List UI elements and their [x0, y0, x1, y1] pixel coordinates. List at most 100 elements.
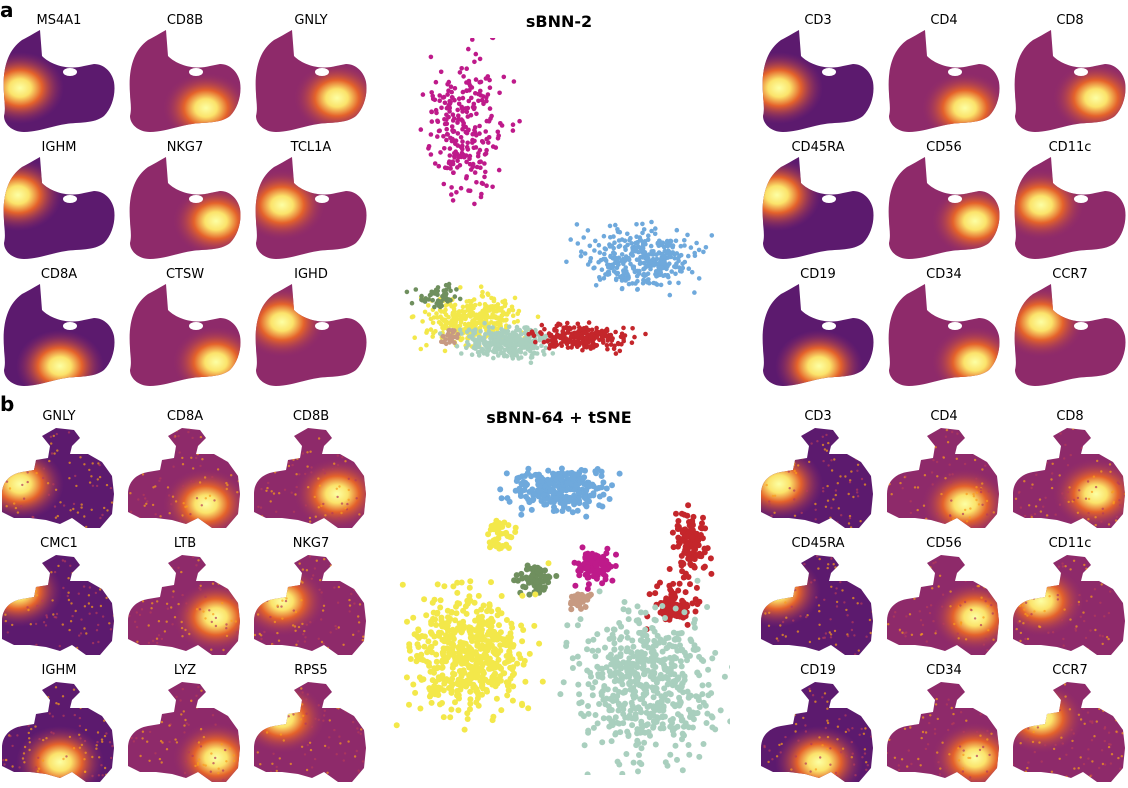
marker-map-cd56: CD56 [885, 141, 1003, 265]
marker-label: CTSW [126, 268, 244, 282]
marker-label: LTB [126, 537, 244, 551]
marker-label: CD4 [885, 410, 1003, 424]
marker-map-gnly: GNLY [0, 410, 118, 534]
marker-label: CD3 [759, 14, 877, 28]
marker-expression-map [1011, 424, 1128, 534]
marker-label: IGHM [0, 141, 118, 155]
marker-expression-map [126, 28, 244, 138]
marker-label: MS4A1 [0, 14, 118, 28]
marker-label: CCR7 [1011, 268, 1128, 282]
marker-label: GNLY [252, 14, 370, 28]
marker-label: CD11c [1011, 537, 1128, 551]
marker-map-cd8: CD8 [1011, 14, 1128, 138]
marker-label: CD11c [1011, 141, 1128, 155]
marker-label: CMC1 [0, 537, 118, 551]
marker-map-cd8: CD8 [1011, 410, 1128, 534]
marker-expression-map [759, 551, 877, 661]
marker-map-ctsw: CTSW [126, 268, 244, 392]
cluster-magenta [572, 544, 620, 592]
marker-expression-map [759, 28, 877, 138]
cluster-blue [564, 220, 714, 298]
marker-map-cd8a: CD8A [126, 410, 244, 534]
marker-expression-map [252, 28, 370, 138]
cluster-tan [568, 591, 594, 612]
marker-expression-map [0, 551, 118, 661]
marker-expression-map [126, 678, 244, 788]
marker-map-cd8b: CD8B [126, 14, 244, 138]
marker-label: GNLY [0, 410, 118, 424]
marker-expression-map [0, 424, 118, 534]
marker-label: LYZ [126, 664, 244, 678]
marker-label: CD8A [126, 410, 244, 424]
marker-label: CD56 [885, 141, 1003, 155]
marker-map-ccr7: CCR7 [1011, 664, 1128, 788]
marker-expression-map [252, 155, 370, 265]
panel-a-embedding-scatter [390, 38, 730, 378]
marker-map-ighm: IGHM [0, 664, 118, 788]
marker-map-cd11c: CD11c [1011, 537, 1128, 661]
marker-expression-map [252, 678, 370, 788]
marker-label: CD8 [1011, 14, 1128, 28]
marker-expression-map [759, 678, 877, 788]
marker-map-cd11c: CD11c [1011, 141, 1128, 265]
marker-label: CD34 [885, 268, 1003, 282]
marker-map-nkg7: NKG7 [252, 537, 370, 661]
marker-label: CD45RA [759, 141, 877, 155]
marker-expression-map [1011, 282, 1128, 392]
marker-label: IGHD [252, 268, 370, 282]
marker-map-cd8b: CD8B [252, 410, 370, 534]
marker-map-gnly: GNLY [252, 14, 370, 138]
marker-expression-map [885, 678, 1003, 788]
marker-expression-map [252, 282, 370, 392]
marker-map-cd4: CD4 [885, 410, 1003, 534]
panel-b-embedding-scatter [390, 435, 730, 775]
marker-label: IGHM [0, 664, 118, 678]
marker-map-cd34: CD34 [885, 268, 1003, 392]
marker-map-cd3: CD3 [759, 14, 877, 138]
marker-label: CD8 [1011, 410, 1128, 424]
marker-expression-map [0, 282, 118, 392]
marker-expression-map [759, 155, 877, 265]
panel-a-title: sBNN-2 [389, 12, 729, 31]
marker-expression-map [252, 551, 370, 661]
marker-expression-map [885, 551, 1003, 661]
marker-label: CD4 [885, 14, 1003, 28]
marker-label: CD8A [0, 268, 118, 282]
marker-expression-map [759, 424, 877, 534]
marker-map-rps5: RPS5 [252, 664, 370, 788]
marker-label: NKG7 [252, 537, 370, 551]
marker-label: CD56 [885, 537, 1003, 551]
marker-expression-map [126, 424, 244, 534]
marker-expression-map [1011, 28, 1128, 138]
marker-expression-map [126, 551, 244, 661]
marker-label: CD34 [885, 664, 1003, 678]
marker-expression-map [0, 678, 118, 788]
marker-expression-map [126, 282, 244, 392]
marker-map-cd19: CD19 [759, 664, 877, 788]
marker-label: NKG7 [126, 141, 244, 155]
marker-label: TCL1A [252, 141, 370, 155]
marker-expression-map [885, 155, 1003, 265]
marker-map-ms4a1: MS4A1 [0, 14, 118, 138]
marker-expression-map [126, 155, 244, 265]
marker-expression-map [252, 424, 370, 534]
marker-label: CD19 [759, 268, 877, 282]
cluster-red [667, 502, 715, 587]
marker-map-ltb: LTB [126, 537, 244, 661]
cluster-magenta [419, 38, 522, 206]
marker-label: CD8B [126, 14, 244, 28]
marker-expression-map [0, 155, 118, 265]
marker-map-cd56: CD56 [885, 537, 1003, 661]
marker-map-ighd: IGHD [252, 268, 370, 392]
marker-label: CD19 [759, 664, 877, 678]
marker-label: RPS5 [252, 664, 370, 678]
marker-label: CD45RA [759, 537, 877, 551]
marker-expression-map [885, 28, 1003, 138]
marker-map-cd8a: CD8A [0, 268, 118, 392]
marker-map-nkg7: NKG7 [126, 141, 244, 265]
marker-expression-map [885, 282, 1003, 392]
marker-map-ccr7: CCR7 [1011, 268, 1128, 392]
marker-map-ighm: IGHM [0, 141, 118, 265]
cluster-blue [497, 466, 622, 520]
marker-expression-map [1011, 551, 1128, 661]
